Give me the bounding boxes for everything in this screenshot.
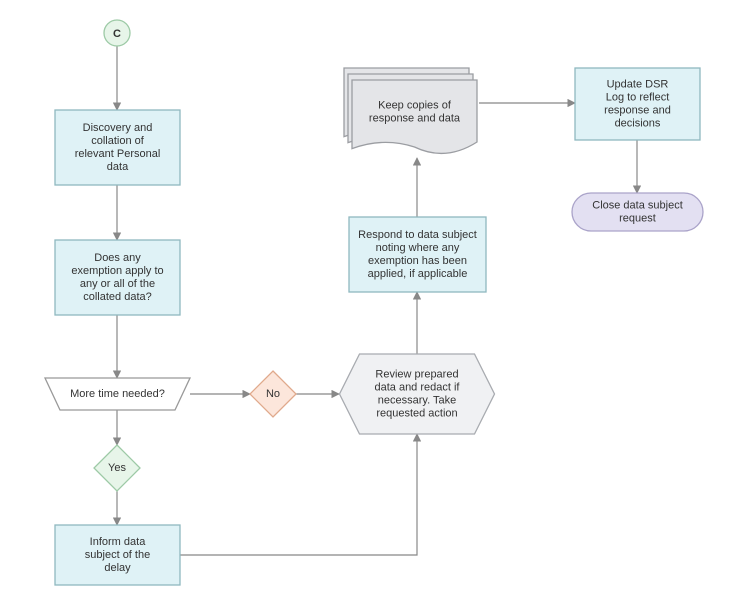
edge-inform-review [180, 434, 417, 555]
node-no: No [250, 371, 296, 417]
close-label-line-0: Close data subject [592, 199, 683, 211]
discovery-label-line-0: Discovery and [83, 122, 153, 134]
node-more_time: More time needed? [45, 378, 190, 410]
exemption-label-line-2: any or all of the [80, 278, 155, 290]
exemption-label-line-0: Does any [94, 252, 141, 264]
no-label-line-0: No [266, 388, 280, 400]
respond-label-line-3: applied, if applicable [368, 268, 468, 280]
inform-label-line-2: delay [104, 562, 131, 574]
discovery-label-line-2: relevant Personal [75, 148, 161, 160]
node-discovery: Discovery andcollation ofrelevant Person… [55, 110, 180, 185]
update_dsr-label-line-3: decisions [615, 117, 661, 129]
review-label-line-3: requested action [376, 407, 457, 419]
inform-label-line-1: subject of the [85, 549, 150, 561]
node-keep_copies: Keep copies ofresponse and data [344, 68, 477, 153]
respond-label-line-0: Respond to data subject [358, 229, 477, 241]
review-label-line-1: data and redact if [374, 381, 460, 393]
update_dsr-label-line-2: response and [604, 104, 671, 116]
node-yes: Yes [94, 445, 140, 491]
discovery-label-line-1: collation of [91, 135, 145, 147]
review-label-line-0: Review prepared [375, 368, 458, 380]
node-exemption: Does anyexemption apply toany or all of … [55, 240, 180, 315]
exemption-label-line-1: exemption apply to [71, 265, 163, 277]
keep_copies-label-line-1: response and data [369, 112, 461, 124]
node-update_dsr: Update DSRLog to reflectresponse anddeci… [575, 68, 700, 140]
review-label-line-2: necessary. Take [378, 394, 456, 406]
keep_copies-label-line-0: Keep copies of [378, 99, 452, 111]
node-start_c-label: C [113, 28, 121, 40]
close-label-line-1: request [619, 212, 656, 224]
inform-label-line-0: Inform data [90, 536, 147, 548]
exemption-label-line-3: collated data? [83, 291, 152, 303]
node-inform: Inform datasubject of thedelay [55, 525, 180, 585]
respond-label-line-2: exemption has been [368, 255, 467, 267]
flowchart-canvas: C Discovery andcollation ofrelevant Perso… [0, 0, 740, 605]
update_dsr-label-line-1: Log to reflect [606, 91, 670, 103]
discovery-label-line-3: data [107, 161, 129, 173]
node-review: Review prepareddata and redact ifnecessa… [340, 354, 495, 434]
nodes: C Discovery andcollation ofrelevant Perso… [45, 20, 703, 585]
update_dsr-label-line-0: Update DSR [607, 78, 669, 90]
respond-label-line-1: noting where any [376, 242, 460, 254]
node-respond: Respond to data subjectnoting where anye… [349, 217, 486, 292]
node-start_c: C [104, 20, 130, 46]
more_time-label-line-0: More time needed? [70, 388, 165, 400]
yes-label-line-0: Yes [108, 462, 126, 474]
node-close: Close data subjectrequest [572, 193, 703, 231]
